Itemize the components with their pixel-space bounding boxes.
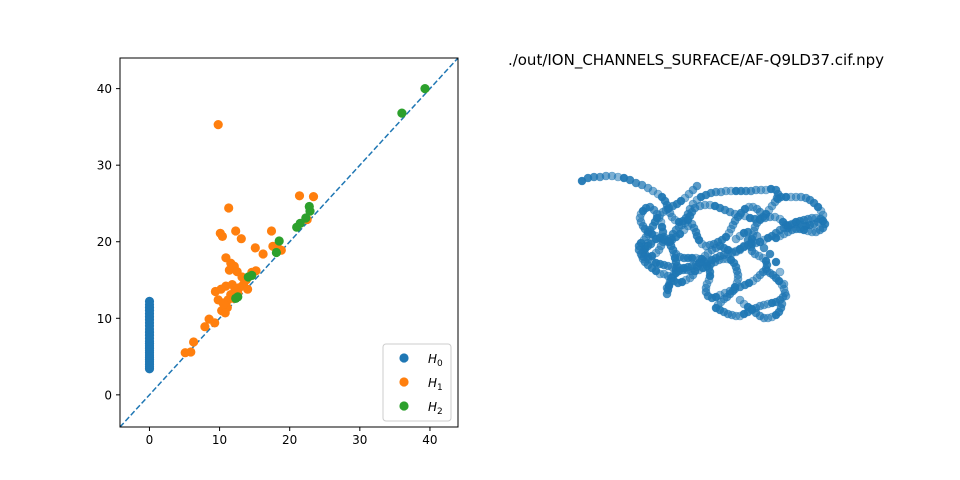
y-tick-label: 0 <box>104 388 112 402</box>
x-tick-label: 30 <box>352 433 367 447</box>
legend-label-h1: H1 <box>428 376 443 393</box>
point-h1-0 <box>213 120 223 130</box>
point-h1-30 <box>210 286 220 297</box>
cloud-point-299 <box>779 279 789 289</box>
point-h1-3 <box>308 192 319 202</box>
point-h1-42 <box>189 337 199 347</box>
cloud-point-284 <box>762 266 772 276</box>
point-h2-1 <box>397 108 407 118</box>
point-h1-11 <box>258 249 268 259</box>
legend-label-h0: H0 <box>428 352 443 369</box>
point-cloud-title: ./out/ION_CHANNELS_SURFACE/AF-Q9LD37.cif… <box>508 51 884 70</box>
y-tick-label: 30 <box>97 159 112 173</box>
legend: H0 H1 H2 <box>382 343 452 422</box>
cloud-point-345 <box>646 239 656 249</box>
point-h1-10 <box>250 243 260 253</box>
y-axis: 0 10 20 30 40 <box>97 82 120 402</box>
point-h0-25 <box>144 296 155 306</box>
cloud-point-427 <box>771 233 781 243</box>
y-tick-label: 40 <box>97 82 112 96</box>
point-h1-18 <box>224 265 234 275</box>
x-tick-label: 40 <box>422 433 437 447</box>
point-h2-0 <box>420 84 430 94</box>
point-h1-6 <box>231 226 241 236</box>
legend-marker-h0 <box>399 353 409 363</box>
cloud-point-300 <box>775 267 785 277</box>
point-h1-41 <box>200 322 210 332</box>
point-h1-1 <box>224 203 234 213</box>
cloud-point-297 <box>777 299 787 309</box>
cloud-point-149 <box>773 194 783 204</box>
scatter-points <box>144 84 430 374</box>
cloud-point-302 <box>765 249 775 259</box>
cloud-point-309 <box>743 227 753 237</box>
legend-marker-h2 <box>399 401 409 411</box>
persistence-diagram: 0 10 20 30 40 0 10 20 30 40 H0 H1 H2 <box>97 57 459 447</box>
legend-box <box>382 343 452 422</box>
point-h1-38 <box>220 308 230 318</box>
point-h1-7 <box>236 234 246 244</box>
x-tick-label: 0 <box>146 433 154 447</box>
point-h2-7 <box>274 236 284 246</box>
y-tick-label: 20 <box>97 235 112 249</box>
point-h1-8 <box>266 226 277 236</box>
cloud-point-301 <box>771 257 781 267</box>
point-cloud <box>577 171 830 323</box>
point-h2-12 <box>231 293 241 303</box>
y-tick-label: 10 <box>97 312 112 326</box>
cloud-point-298 <box>781 291 791 301</box>
point-h1-44 <box>186 347 196 357</box>
point-h2-10 <box>243 272 253 282</box>
point-h1-40 <box>204 314 214 324</box>
legend-label-h2: H2 <box>428 400 443 417</box>
diagonal-line-group <box>120 58 458 427</box>
x-axis: 0 10 20 30 40 <box>146 427 438 447</box>
point-h1-45 <box>219 299 229 309</box>
point-h2-8 <box>271 247 281 258</box>
point-h1-2 <box>294 191 305 201</box>
point-h1-5 <box>217 231 227 241</box>
diagonal-line <box>120 58 458 427</box>
point-h2-6 <box>292 222 302 232</box>
point-cloud-panel: ./out/ION_CHANNELS_SURFACE/AF-Q9LD37.cif… <box>508 51 884 323</box>
point-h1-47 <box>243 284 253 294</box>
plot-frame <box>119 57 459 428</box>
x-tick-label: 10 <box>212 433 227 447</box>
x-tick-label: 20 <box>282 433 297 447</box>
point-h2-3 <box>305 206 315 216</box>
point-h1-46 <box>227 280 237 290</box>
legend-marker-h1 <box>399 377 409 387</box>
